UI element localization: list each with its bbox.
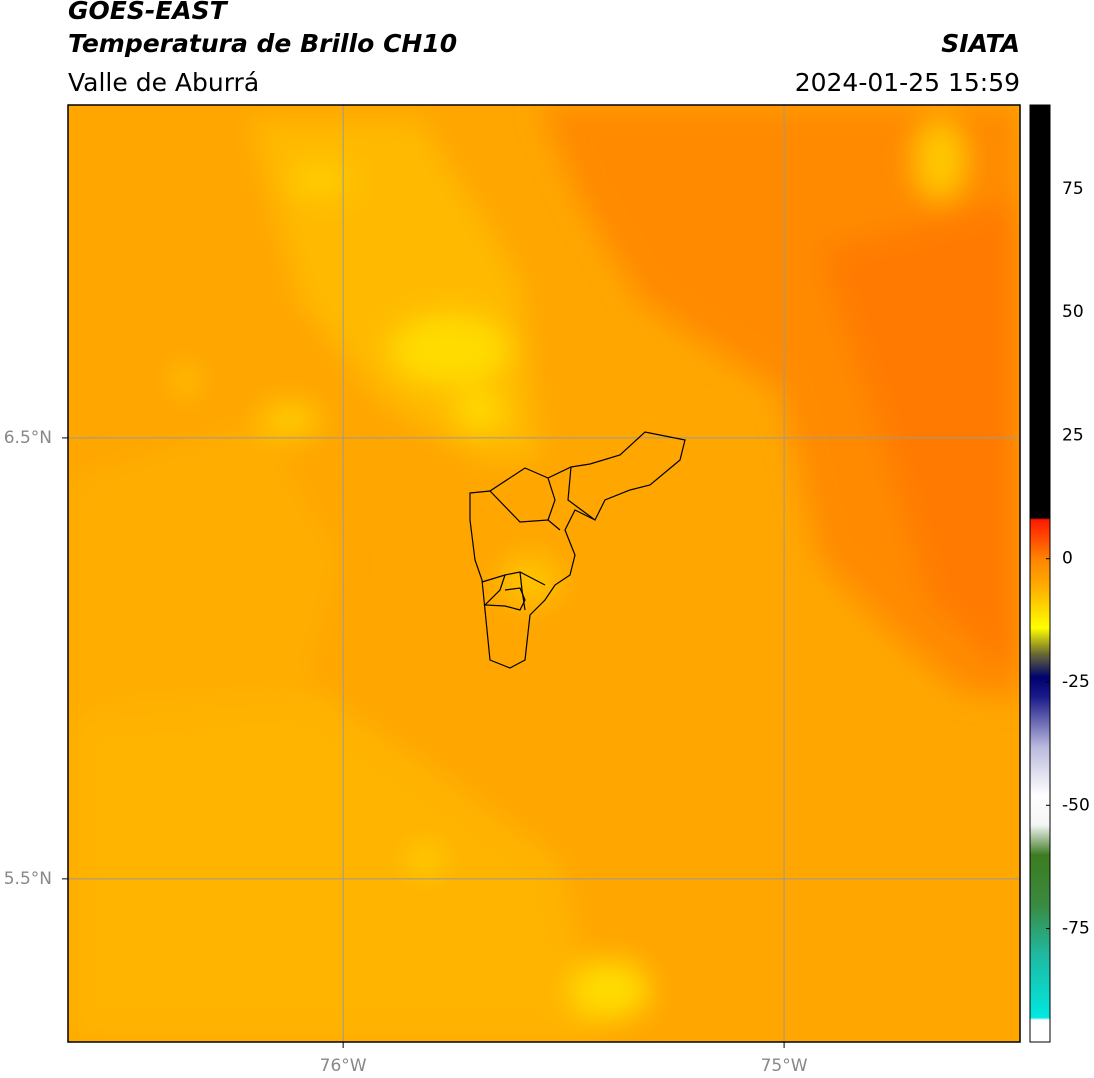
municipal-boundary — [489, 490, 561, 531]
colorbar-segment — [1030, 519, 1050, 560]
valley-boundary — [469, 431, 686, 669]
colorbar-segment — [1030, 652, 1050, 678]
municipal-boundary — [481, 571, 546, 586]
colorbar-segment — [1030, 517, 1050, 520]
y-tick-label: 5.5°N — [4, 869, 52, 889]
colorbar-segment — [1030, 588, 1050, 629]
source: SIATA — [941, 29, 1020, 58]
region: Valle de Aburrá — [68, 68, 259, 97]
colorbar-tick-label: -25 — [1062, 672, 1090, 692]
colorbar-tick-label: 75 — [1062, 179, 1084, 199]
datetime: 2024-01-25 15:59 — [795, 68, 1020, 97]
title: GOES-EAST — [68, 0, 229, 25]
municipal-boundary — [519, 571, 526, 611]
colorbar-segment — [1030, 746, 1050, 796]
colorbar-tick-label: 25 — [1062, 425, 1084, 445]
colorbar-frame — [1029, 104, 1051, 1043]
municipal-boundary — [567, 466, 596, 521]
valley-outline — [469, 431, 686, 669]
x-tick-label: 75°W — [761, 1056, 808, 1076]
municipal-boundary — [547, 477, 556, 521]
colorbar-segment — [1030, 795, 1050, 826]
colorbar-segment — [1030, 953, 1050, 1018]
colorbar-tick-label: 0 — [1062, 549, 1073, 569]
colorbar-segment — [1030, 903, 1050, 954]
colorbar-segment — [1030, 627, 1050, 653]
municipal-boundary — [483, 574, 526, 611]
colorbar-tick-label: -50 — [1062, 795, 1090, 815]
brightness-field — [68, 105, 1020, 1042]
y-tick-label: 6.5°N — [4, 428, 52, 448]
colorbar-segment — [1030, 677, 1050, 698]
colorbar-segment — [1030, 696, 1050, 747]
colorbar-segment — [1030, 558, 1050, 589]
colorbar-tick-label: -75 — [1062, 919, 1090, 939]
grid — [68, 105, 1020, 1042]
colorbar-segment — [1030, 1019, 1050, 1043]
colorbar-segment — [1030, 1017, 1050, 1021]
colorbar: 75 50 25 0 -25 -50 -75 — [1029, 104, 1090, 1043]
subtitle: Temperatura de Brillo CH10 — [68, 29, 457, 58]
x-tick-label: 76°W — [320, 1056, 367, 1076]
colorbar-segment — [1030, 854, 1050, 905]
colorbar-segment — [1030, 105, 1050, 519]
colorbar-segment — [1030, 825, 1050, 856]
map-frame — [67, 104, 1021, 1043]
colorbar-tick-label: 50 — [1062, 302, 1084, 322]
